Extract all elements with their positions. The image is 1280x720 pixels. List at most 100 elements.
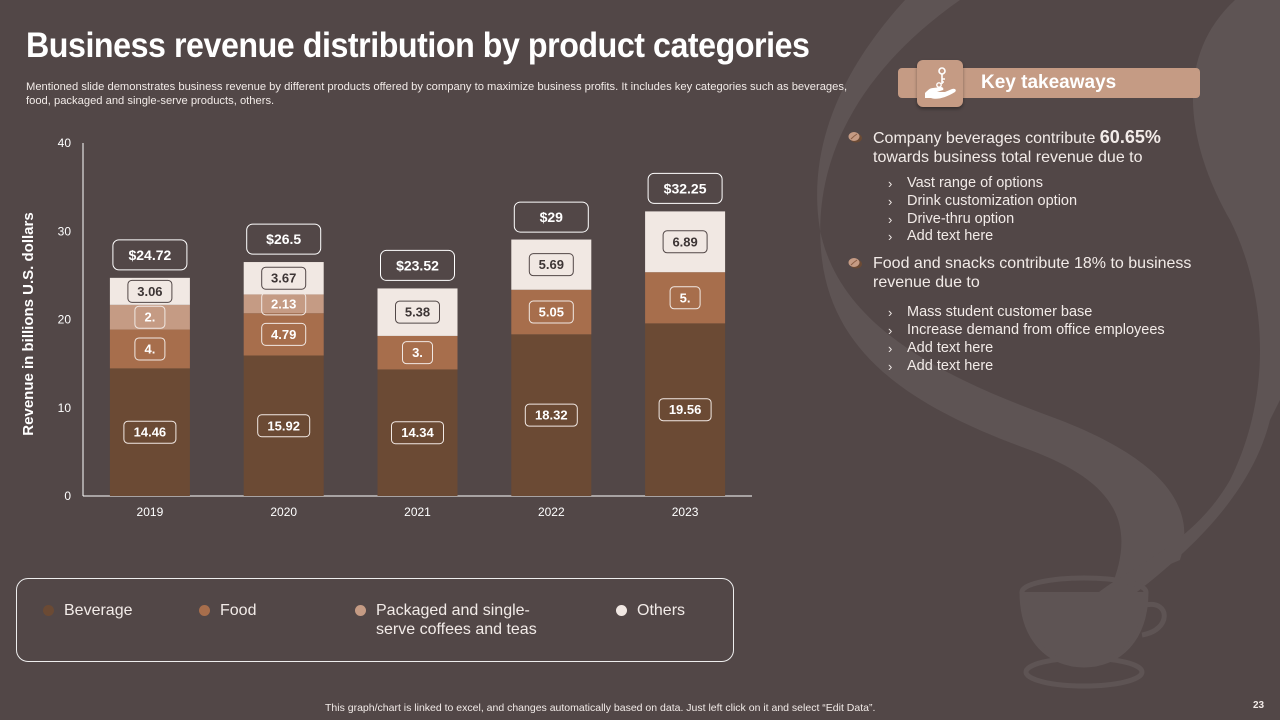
chevron-right-icon: ›: [888, 305, 893, 321]
subpoint-item: › Add text here: [888, 340, 1228, 358]
subpoint-item: › Add text here: [888, 228, 1228, 246]
y-tick-label: 0: [64, 489, 71, 503]
y-tick-label: 30: [58, 224, 72, 238]
data-label-box: [395, 300, 440, 324]
x-tick-label: 2023: [672, 505, 699, 519]
total-label-box: [246, 223, 322, 255]
chevron-right-icon: ›: [888, 193, 893, 209]
subpoint-item: › Mass student customer base: [888, 304, 1228, 322]
bar-segment-packaged[interactable]: [243, 294, 324, 314]
subpoint-item: › Drive-thru option: [888, 211, 1228, 229]
stacked-bar-chart[interactable]: Revenue in billions U.S. dollars 0 10 20 30…: [0, 0, 800, 560]
bar-segment-beverage[interactable]: [377, 369, 458, 496]
x-tick-label: 2019: [137, 505, 164, 519]
bar-segment-others[interactable]: [511, 239, 592, 290]
coffee-bean-icon: [848, 258, 862, 269]
data-label-box: [524, 403, 578, 427]
bar-segment-beverage[interactable]: [243, 355, 324, 496]
data-label-box: [261, 266, 307, 290]
bar-segment-beverage[interactable]: [511, 334, 592, 496]
takeaway-text-continued: towards business total revenue due to: [873, 149, 1143, 166]
legend-label: Others: [637, 602, 686, 619]
bar-segment-beverage[interactable]: [645, 323, 726, 496]
data-label: 19.56: [669, 402, 702, 417]
legend-swatch-food: [199, 605, 210, 616]
data-label-box: [528, 253, 574, 277]
bar-segment-food[interactable]: [109, 329, 190, 369]
x-axis-ticks: 2019 2020 2021 2022 2023: [137, 505, 699, 519]
takeaway-point-beverages: Company beverages contribute 60.65% towa…: [848, 128, 1228, 167]
bar-segment-food[interactable]: [645, 272, 726, 324]
legend-item-others[interactable]: Others: [616, 601, 685, 620]
data-label: 5.05: [539, 305, 564, 320]
chart-legend: Beverage Food Packaged and single-serve …: [16, 578, 734, 662]
bar-stack-2022[interactable]: 18.32 5.05 5.69 $29: [511, 201, 592, 496]
bar-segment-others[interactable]: [377, 288, 458, 336]
bar-stack-2020[interactable]: 15.92 4.79 2.13 3.67 $26.5: [243, 223, 324, 496]
chevron-right-icon: ›: [888, 340, 893, 356]
data-label: 18.32: [535, 408, 568, 423]
data-label: 2.: [144, 310, 155, 325]
legend-swatch-beverage: [43, 605, 54, 616]
bar-segment-beverage[interactable]: [109, 368, 190, 496]
data-label-box: [391, 421, 444, 445]
chevron-right-icon: ›: [888, 176, 893, 191]
bar-segment-others[interactable]: [109, 277, 190, 305]
bar-segment-packaged[interactable]: [109, 304, 190, 330]
coffee-bean-icon: [848, 132, 862, 143]
chevron-right-icon: ›: [888, 229, 893, 245]
legend-item-packaged[interactable]: Packaged and single-serve coffees and te…: [355, 601, 537, 639]
chevron-right-icon: ›: [888, 322, 893, 338]
data-label: 5.69: [539, 257, 564, 272]
subpoint-text: Add text here: [907, 339, 994, 356]
data-label-box: [257, 414, 311, 438]
total-label: $23.52: [396, 257, 439, 273]
data-label: 14.46: [134, 425, 167, 440]
bar-stack-2021[interactable]: 14.34 3. 5.38 $23.52: [377, 249, 458, 496]
takeaway-highlight-value: 60.65%: [1099, 127, 1161, 147]
bar-segment-food[interactable]: [243, 313, 324, 356]
y-axis-title: Revenue in billions U.S. dollars: [20, 212, 37, 435]
total-label-box: [380, 249, 455, 281]
key-takeaways-list: Company beverages contribute 60.65% towa…: [848, 128, 1228, 383]
subpoint-item: › Drink customization option: [888, 193, 1228, 211]
data-label-box: [402, 341, 433, 365]
y-axis-ticks: 0 10 20 30 40: [58, 136, 72, 503]
legend-label: Food: [220, 602, 257, 619]
total-label: $26.5: [266, 231, 301, 247]
hand-holding-keys-icon: [917, 60, 963, 107]
legend-item-food[interactable]: Food: [199, 601, 256, 620]
legend-label: Packaged and single-serve coffees and te…: [376, 601, 537, 639]
takeaway-text: Food and snacks contribute 18% to busine…: [873, 255, 1192, 292]
page-title: Business revenue distribution by product…: [26, 26, 810, 65]
data-label-box: [658, 398, 712, 422]
bar-stack-2019[interactable]: 14.46 4. 2. 3.06 $24.72: [109, 239, 190, 496]
bar-stack-2023[interactable]: 19.56 5. 6.89 $32.25: [645, 172, 726, 496]
bar-segment-food[interactable]: [511, 289, 592, 335]
data-label-box: [669, 286, 701, 310]
chevron-right-icon: ›: [888, 358, 893, 374]
takeaway-subpoints-beverages: › Vast range of options › Drink customizat…: [848, 175, 1228, 246]
total-label-box: [112, 239, 188, 271]
data-label: 3.67: [271, 271, 296, 286]
legend-item-beverage[interactable]: Beverage: [43, 601, 133, 620]
bar-segment-others[interactable]: [645, 211, 726, 273]
y-tick-label: 40: [58, 136, 72, 150]
y-tick-label: 10: [58, 401, 72, 415]
y-tick-label: 20: [58, 313, 72, 327]
subpoint-text: Increase demand from office employees: [907, 321, 1165, 338]
data-label: 3.06: [137, 284, 162, 299]
takeaway-point-food: Food and snacks contribute 18% to busine…: [848, 254, 1228, 292]
total-label: $24.72: [128, 247, 171, 263]
x-tick-label: 2020: [270, 505, 297, 519]
data-label-box: [662, 230, 708, 254]
subpoint-text: Drink customization option: [907, 192, 1078, 209]
chevron-right-icon: ›: [888, 211, 893, 227]
page-number: 23: [1253, 700, 1265, 711]
subpoint-item: › Add text here: [888, 358, 1228, 376]
page-subtitle: Mentioned slide demonstrates business re…: [26, 81, 848, 107]
x-tick-label: 2021: [404, 505, 431, 519]
legend-label: Beverage: [64, 602, 133, 619]
data-label-box: [134, 337, 166, 361]
data-label: 2.13: [271, 296, 296, 311]
